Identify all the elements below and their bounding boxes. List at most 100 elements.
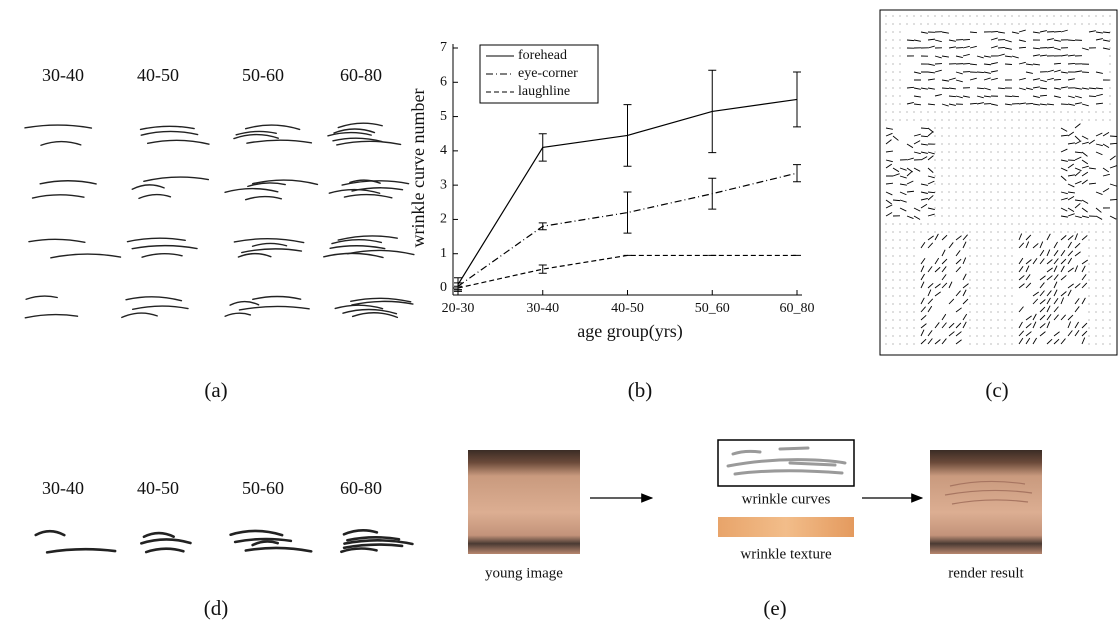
vector-dot <box>1040 152 1041 153</box>
vector-dot <box>991 112 992 113</box>
vector-dot <box>1005 272 1006 273</box>
vector-dot <box>893 272 894 273</box>
vector-dot <box>893 104 894 105</box>
vector-dot <box>1110 240 1111 241</box>
vector-dot <box>1033 128 1034 129</box>
vector-dot <box>998 296 999 297</box>
y-tick-label: 0 <box>440 280 447 295</box>
vector-dot <box>1110 256 1111 257</box>
vector-dot <box>991 288 992 289</box>
vector-dot <box>900 16 901 17</box>
vector-dot <box>1103 312 1104 313</box>
vector-dot <box>963 208 964 209</box>
vector-dot <box>893 80 894 81</box>
vector-dot <box>1026 192 1027 193</box>
vector-dot <box>900 336 901 337</box>
vector-dot <box>991 152 992 153</box>
vector-dot <box>907 264 908 265</box>
vector-dot <box>998 288 999 289</box>
vector-dot <box>977 200 978 201</box>
vector-dot <box>970 280 971 281</box>
vector-dot <box>942 120 943 121</box>
vector-dot <box>977 120 978 121</box>
wrinkle-stroke <box>246 548 311 551</box>
vector-dot <box>886 56 887 57</box>
vector-dot <box>970 320 971 321</box>
vector-dot <box>893 280 894 281</box>
vector-dot <box>1033 216 1034 217</box>
vector-dot <box>1110 16 1111 17</box>
vector-dot <box>893 56 894 57</box>
caption: wrinkle texture <box>740 546 832 562</box>
vector-dot <box>942 184 943 185</box>
vector-dot <box>907 280 908 281</box>
vector <box>1110 199 1117 200</box>
vector-dot <box>914 232 915 233</box>
vector-dot <box>893 288 894 289</box>
vector-dot <box>1082 224 1083 225</box>
vector-dot <box>1096 264 1097 265</box>
vector-dot <box>921 24 922 25</box>
vector-dot <box>970 112 971 113</box>
vector-dot <box>942 24 943 25</box>
vector-dot <box>991 208 992 209</box>
vector-dot <box>1103 280 1104 281</box>
vector-dot <box>1005 280 1006 281</box>
vector-dot <box>1110 32 1111 33</box>
series-line <box>458 255 797 288</box>
vector-dot <box>1005 296 1006 297</box>
vector-dot <box>1075 24 1076 25</box>
legend-label: forehead <box>518 48 567 63</box>
vector-dot <box>1019 224 1020 225</box>
vector-dot <box>1026 184 1027 185</box>
vector-dot <box>1026 208 1027 209</box>
wrinkle-stroke <box>225 189 278 193</box>
vector-dot <box>984 144 985 145</box>
vector-dot <box>1047 136 1048 137</box>
vector <box>991 31 998 32</box>
vector-dot <box>928 112 929 113</box>
vector-dot <box>914 16 915 17</box>
vector-dot <box>1012 144 1013 145</box>
vector-dot <box>1040 136 1041 137</box>
vector-dot <box>956 24 957 25</box>
vector <box>1026 103 1033 104</box>
vector-dot <box>1019 16 1020 17</box>
vector-dot <box>1012 216 1013 217</box>
vector-dot <box>1033 112 1034 113</box>
vector-dot <box>1089 24 1090 25</box>
vector-dot <box>907 288 908 289</box>
group-label: 50-60 <box>242 478 284 498</box>
vector-dot <box>1005 216 1006 217</box>
vector-dot <box>907 16 908 17</box>
vector-dot <box>1033 160 1034 161</box>
vector-dot <box>984 168 985 169</box>
vector-dot <box>900 48 901 49</box>
vector-dot <box>1068 224 1069 225</box>
vector-dot <box>1012 16 1013 17</box>
wrinkle-stroke <box>33 195 84 198</box>
vector-dot <box>914 256 915 257</box>
vector-dot <box>900 64 901 65</box>
vector-dot <box>991 328 992 329</box>
vector-dot <box>1103 288 1104 289</box>
wrinkle-stroke <box>353 313 398 318</box>
vector-dot <box>1026 232 1027 233</box>
vector-dot <box>1110 56 1111 57</box>
vector-dot <box>1096 320 1097 321</box>
vector-dot <box>1110 344 1111 345</box>
vector-dot <box>984 112 985 113</box>
vector-dot <box>1019 176 1020 177</box>
vector-dot <box>893 224 894 225</box>
vector-dot <box>1026 24 1027 25</box>
vector-dot <box>1012 296 1013 297</box>
wrinkle-stroke <box>146 549 183 552</box>
vector-dot <box>1026 120 1027 121</box>
vector <box>1054 79 1061 80</box>
vector-dot <box>984 264 985 265</box>
caption: young image <box>485 565 563 581</box>
vector-dot <box>991 24 992 25</box>
vector-dot <box>984 192 985 193</box>
vector <box>921 128 928 129</box>
vector-dot <box>886 32 887 33</box>
